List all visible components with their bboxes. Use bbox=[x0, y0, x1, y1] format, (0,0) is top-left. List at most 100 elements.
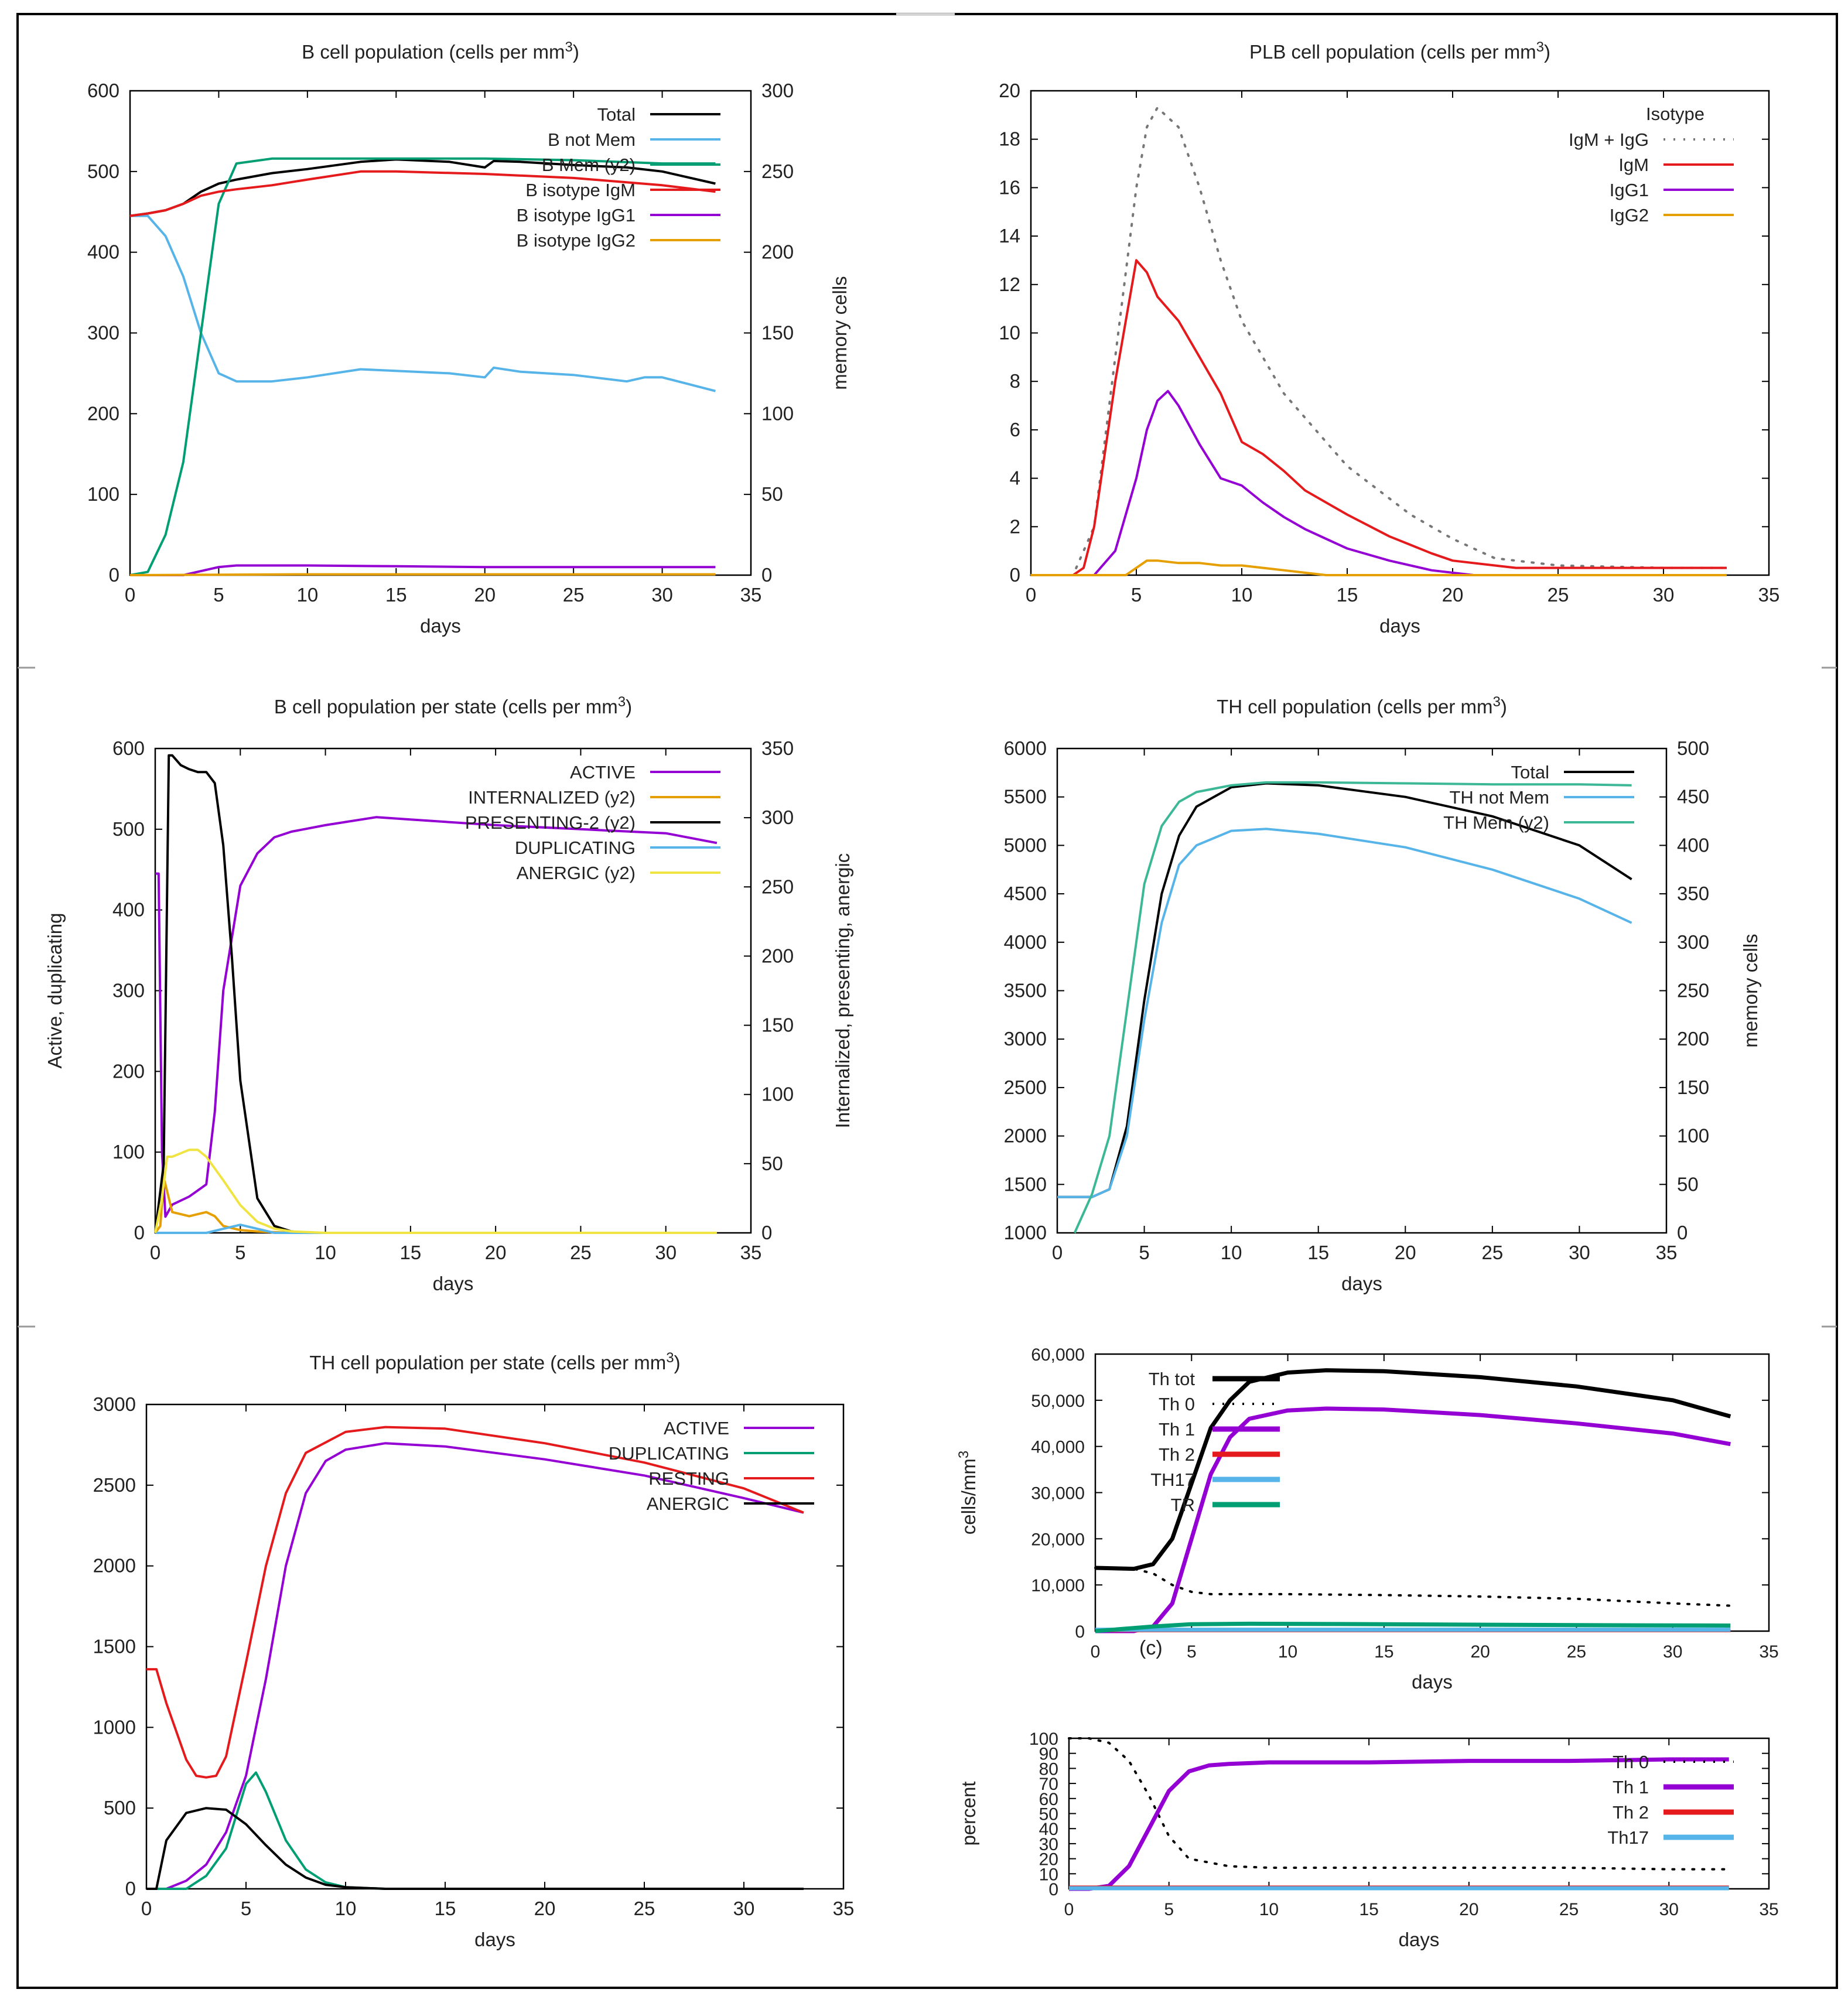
y-tick-label: 12 bbox=[999, 274, 1020, 295]
x-tick-label: 5 bbox=[213, 584, 224, 606]
y-tick-label: 30 bbox=[1039, 1835, 1058, 1854]
x-tick-label: 25 bbox=[1548, 584, 1569, 606]
series-line-duplicating bbox=[155, 1223, 717, 1234]
x-tick-label: 15 bbox=[1359, 1900, 1378, 1919]
y-tick-label: 1000 bbox=[93, 1716, 136, 1738]
legend-label: IgM + IgG bbox=[1569, 129, 1649, 150]
legend: Total B not Mem B Mem (y2) B isotype IgM B i… bbox=[517, 104, 720, 251]
y-tick-label: 8 bbox=[1010, 370, 1020, 392]
x-tick-label: 15 bbox=[1307, 1242, 1329, 1263]
legend-label: B not Mem bbox=[548, 129, 636, 150]
series-line-th-1 bbox=[1069, 1757, 1729, 1891]
series-line-igm-igg bbox=[1030, 106, 1728, 576]
x-tick-label: 30 bbox=[651, 584, 673, 606]
chart-panel-6: 0 5 10 15 20 25 30 35 0 10,000 20,000 30,000 40,000 5… bbox=[956, 1345, 1779, 1693]
y2-tick-label: 300 bbox=[1677, 931, 1709, 953]
chart-panel-3: 0 5 10 15 20 25 30 3501002003004005006000501001… bbox=[44, 694, 853, 1294]
x-tick-label: 10 bbox=[1221, 1242, 1242, 1263]
x-tick-label: 35 bbox=[1759, 1642, 1778, 1662]
series-line-th-tot bbox=[1095, 1368, 1731, 1571]
y2-tick-label: 250 bbox=[1677, 980, 1709, 1002]
y2-tick-label: 100 bbox=[1677, 1125, 1709, 1147]
chart-panel-2: 0 5 10 15 20 25 30 35 0 2 4 6 8 10 12 14 16 18 20 PLB cell … bbox=[999, 39, 1779, 637]
y-tick-label: 200 bbox=[87, 402, 119, 424]
series-line-igg2 bbox=[1031, 559, 1727, 576]
legend-label: TH Mem (y2) bbox=[1443, 812, 1549, 833]
series-line-th-0 bbox=[1094, 1567, 1732, 1607]
y-tick-label: 1500 bbox=[93, 1636, 136, 1657]
chart-panel-1: 0 5 10 15 20 25 30 3501002003004005006000501001… bbox=[87, 39, 850, 637]
y-axis-label: cells/mm3 bbox=[956, 1451, 979, 1535]
x-tick-label: 0 bbox=[1052, 1242, 1063, 1263]
chart-title: B cell population per state (cells per m… bbox=[274, 694, 632, 717]
y-tick-label: 100 bbox=[112, 1141, 145, 1163]
x-tick-label: 30 bbox=[733, 1898, 755, 1919]
y-tick-label: 600 bbox=[87, 80, 119, 101]
y-tick-label: 16 bbox=[999, 176, 1020, 198]
y-tick-label: 4000 bbox=[1004, 931, 1047, 953]
x-tick-label: 15 bbox=[399, 1242, 421, 1263]
plot-frame bbox=[145, 1403, 845, 1890]
y-tick-label: 20 bbox=[999, 80, 1020, 101]
legend-label: B Mem (y2) bbox=[542, 155, 636, 175]
legend: Th tot Th 0 Th 1 Th 2 TH17 TR bbox=[1149, 1369, 1280, 1515]
x-tick-label: 5 bbox=[241, 1898, 251, 1919]
y-tick-label: 20 bbox=[1039, 1850, 1058, 1869]
legend: ACTIVE DUPLICATING RESTING ANERGIC bbox=[609, 1418, 814, 1514]
legend-label: TR bbox=[1171, 1495, 1195, 1515]
x-tick-label: 5 bbox=[1187, 1642, 1197, 1662]
x-axis-label: days bbox=[1399, 1929, 1440, 1950]
series-line-th-0 bbox=[1068, 1737, 1730, 1871]
x-tick-label: 30 bbox=[1659, 1900, 1679, 1919]
y2-tick-label: 450 bbox=[1677, 786, 1709, 808]
y-tick-label: 1000 bbox=[1004, 1222, 1047, 1243]
x-tick-label: 25 bbox=[1559, 1900, 1579, 1919]
series-line-total bbox=[1057, 782, 1632, 1198]
figure-frame bbox=[16, 13, 1838, 1989]
x-tick-label: 10 bbox=[335, 1898, 357, 1919]
y-tick-label: 4 bbox=[1010, 467, 1020, 489]
legend: Total TH not Mem TH Mem (y2) bbox=[1443, 762, 1634, 833]
y2-axis-label: Internalized, presenting, anergic bbox=[832, 853, 853, 1129]
y2-tick-label: 150 bbox=[761, 1014, 794, 1036]
y2-tick-label: 250 bbox=[761, 876, 794, 897]
series-line-th-not-mem bbox=[1057, 828, 1632, 1198]
y-tick-label: 600 bbox=[112, 737, 145, 759]
series-line-anergic-y2- bbox=[154, 1149, 717, 1234]
legend-label: IgG2 bbox=[1610, 205, 1649, 225]
y-tick-label: 2500 bbox=[93, 1474, 136, 1496]
y-tick-label: 100 bbox=[87, 483, 119, 505]
y2-tick-label: 0 bbox=[761, 564, 772, 586]
x-tick-label: 25 bbox=[1567, 1642, 1586, 1662]
y-tick-label: 0 bbox=[134, 1222, 145, 1243]
chart-panel-5: 0 5 10 15 20 25 30 35 0 500 1000 1500 2000 2500 3000 TH… bbox=[93, 1350, 855, 1950]
x-axis-label: days bbox=[474, 1929, 515, 1950]
legend-label: PRESENTING-2 (y2) bbox=[465, 812, 636, 833]
x-tick-label: 20 bbox=[1442, 584, 1464, 606]
plot-frame bbox=[1094, 1353, 1770, 1632]
x-axis-label: days bbox=[433, 1273, 474, 1294]
y-tick-label: 500 bbox=[87, 160, 119, 182]
x-tick-label: 10 bbox=[315, 1242, 336, 1263]
y-tick-label: 10 bbox=[1039, 1865, 1058, 1884]
x-tick-label: 5 bbox=[1131, 584, 1142, 606]
legend-label: Th 2 bbox=[1613, 1802, 1649, 1823]
x-axis-label: days bbox=[1412, 1671, 1453, 1693]
y-tick-label: 50,000 bbox=[1031, 1392, 1085, 1411]
y-tick-label: 40,000 bbox=[1031, 1438, 1085, 1457]
x-axis-label: days bbox=[420, 615, 461, 637]
y-axis-label: percent bbox=[958, 1781, 979, 1845]
legend-label: TH17 bbox=[1150, 1469, 1195, 1490]
y-tick-label: 10 bbox=[999, 322, 1020, 344]
x-tick-label: 25 bbox=[1481, 1242, 1503, 1263]
x-tick-label: 25 bbox=[634, 1898, 655, 1919]
y-tick-label: 14 bbox=[999, 225, 1020, 247]
legend-label: Th17 bbox=[1607, 1827, 1649, 1848]
series-line-igm bbox=[1031, 259, 1727, 576]
series-line-b-isotype-igm bbox=[129, 170, 716, 217]
legend-label: TH not Mem bbox=[1449, 787, 1549, 808]
y-tick-label: 90 bbox=[1039, 1745, 1058, 1764]
x-tick-label: 10 bbox=[1259, 1900, 1279, 1919]
y-tick-label: 5000 bbox=[1004, 834, 1047, 856]
legend-label: B isotype IgM bbox=[525, 180, 636, 200]
